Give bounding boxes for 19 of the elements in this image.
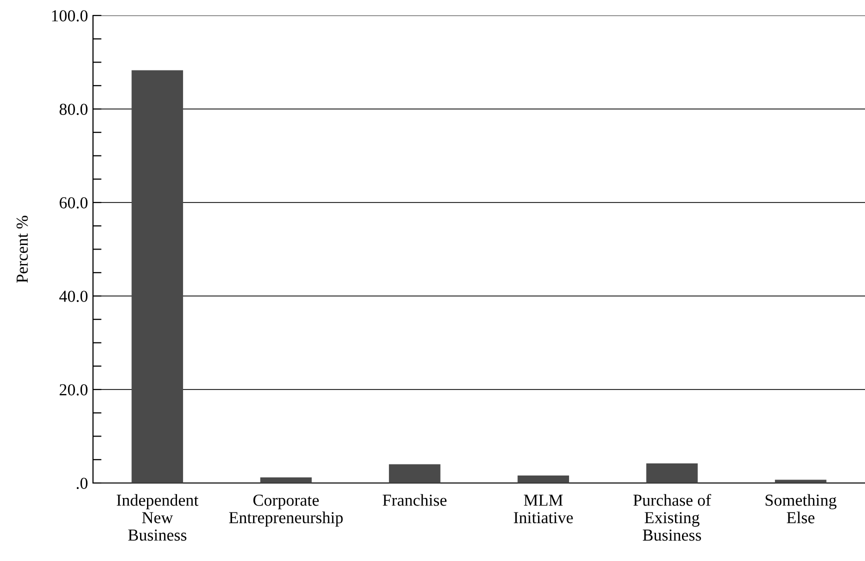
x-tick-label: Corporate Entrepreneurship <box>229 494 343 527</box>
bar <box>388 464 440 483</box>
bar <box>518 476 570 483</box>
bar <box>646 463 698 483</box>
y-axis-title: Percent % <box>16 216 28 283</box>
x-tick-label: Purchase of Existing Business <box>633 494 712 541</box>
bar <box>774 480 826 483</box>
y-tick-label: .0 <box>76 478 88 490</box>
y-tick-label: 40.0 <box>59 290 88 302</box>
y-tick-label: 60.0 <box>60 197 88 209</box>
y-tick-label: 100.0 <box>52 10 88 22</box>
x-tick-label: Franchise <box>382 494 446 506</box>
y-tick-label: 20.0 <box>60 384 88 396</box>
y-tick-label: 80.0 <box>60 104 88 116</box>
x-tick-label: Something Else <box>766 494 836 524</box>
bar <box>260 477 312 483</box>
x-tick-label: MLM Initiative <box>514 494 573 524</box>
bar <box>132 70 184 483</box>
x-tick-label: Independent New Business <box>116 494 198 541</box>
